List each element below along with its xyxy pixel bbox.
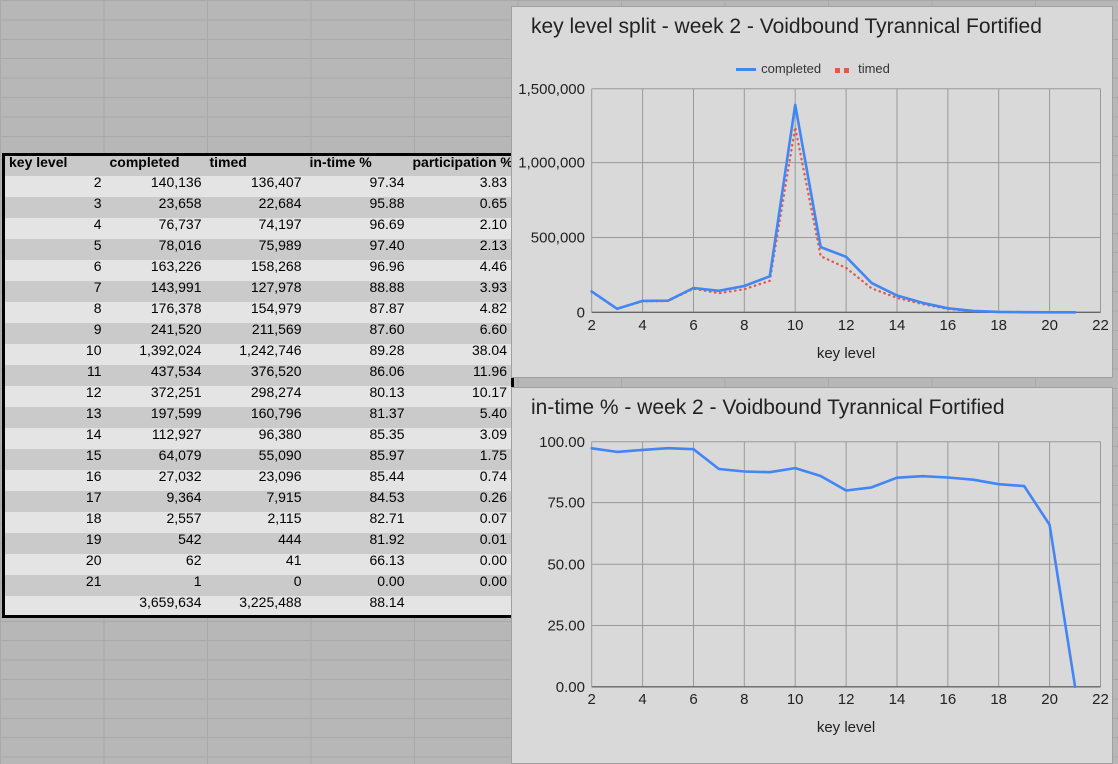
svg-text:4: 4 — [638, 691, 646, 708]
svg-text:2: 2 — [588, 691, 596, 708]
svg-text:1,500,000: 1,500,000 — [518, 81, 585, 98]
svg-text:100.00: 100.00 — [539, 434, 585, 451]
svg-text:18: 18 — [990, 317, 1007, 334]
svg-text:25.00: 25.00 — [547, 618, 585, 635]
svg-text:key level: key level — [817, 719, 875, 736]
svg-text:22: 22 — [1092, 691, 1109, 708]
svg-text:1,000,000: 1,000,000 — [518, 155, 585, 172]
svg-text:0.00: 0.00 — [556, 679, 585, 696]
svg-text:75.00: 75.00 — [547, 495, 585, 512]
svg-text:12: 12 — [838, 317, 855, 334]
svg-text:2: 2 — [588, 317, 596, 334]
svg-text:50.00: 50.00 — [547, 556, 585, 573]
svg-text:20: 20 — [1041, 317, 1058, 334]
svg-text:10: 10 — [787, 691, 804, 708]
svg-text:12: 12 — [838, 691, 855, 708]
svg-text:key level: key level — [817, 345, 875, 362]
svg-text:6: 6 — [689, 691, 697, 708]
svg-text:18: 18 — [990, 691, 1007, 708]
svg-text:500,000: 500,000 — [531, 230, 585, 247]
svg-text:16: 16 — [940, 691, 957, 708]
svg-text:8: 8 — [740, 691, 748, 708]
svg-text:8: 8 — [740, 317, 748, 334]
svg-text:22: 22 — [1092, 317, 1109, 334]
svg-text:14: 14 — [889, 691, 906, 708]
svg-text:0: 0 — [577, 304, 585, 321]
svg-text:14: 14 — [889, 317, 906, 334]
svg-text:6: 6 — [689, 317, 697, 334]
svg-text:16: 16 — [940, 317, 957, 334]
svg-text:20: 20 — [1041, 691, 1058, 708]
svg-text:10: 10 — [787, 317, 804, 334]
svg-text:4: 4 — [638, 317, 646, 334]
